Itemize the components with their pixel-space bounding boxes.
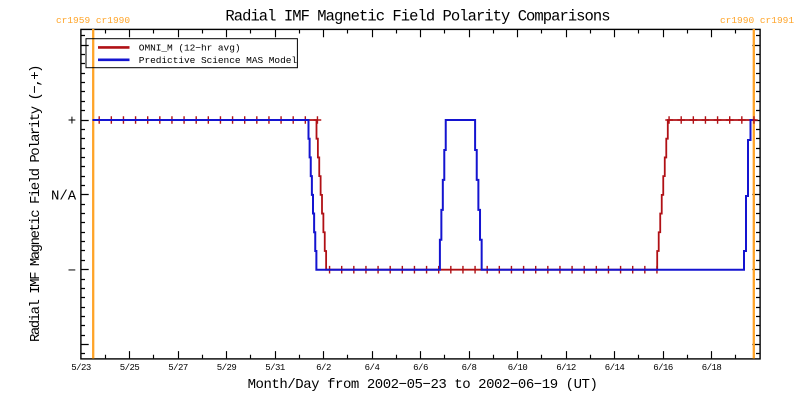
svg-text:+: +	[68, 114, 76, 130]
svg-text:6/16: 6/16	[653, 363, 673, 373]
svg-text:5/29: 5/29	[217, 363, 237, 373]
svg-text:6/14: 6/14	[605, 363, 625, 373]
svg-text:6/4: 6/4	[365, 363, 380, 373]
svg-text:−: −	[68, 263, 76, 279]
svg-text:OMNI_M (12−hr avg): OMNI_M (12−hr avg)	[139, 43, 241, 54]
svg-text:N/A: N/A	[51, 188, 77, 204]
svg-text:6/2: 6/2	[316, 363, 331, 373]
svg-text:Predictive Science MAS Model: Predictive Science MAS Model	[139, 55, 298, 66]
svg-text:5/27: 5/27	[168, 363, 188, 373]
svg-text:cr1959 cr1990: cr1959 cr1990	[56, 15, 130, 26]
svg-text:5/23: 5/23	[71, 363, 91, 373]
svg-text:6/12: 6/12	[556, 363, 576, 373]
svg-text:5/31: 5/31	[265, 363, 285, 373]
svg-text:6/18: 6/18	[702, 363, 722, 373]
svg-text:6/8: 6/8	[462, 363, 477, 373]
svg-text:Radial IMF Magnetic Field Pola: Radial IMF Magnetic Field Polarity Compa…	[225, 8, 610, 26]
svg-text:6/10: 6/10	[508, 363, 528, 373]
svg-text:5/25: 5/25	[120, 363, 140, 373]
svg-text:6/6: 6/6	[413, 363, 428, 373]
svg-text:cr1990 cr1991: cr1990 cr1991	[720, 15, 794, 26]
svg-text:Radial IMF Magnetic Field Pola: Radial IMF Magnetic Field Polarity (−,+)	[28, 66, 44, 342]
svg-text:Month/Day from 2002−05−23 to 2: Month/Day from 2002−05−23 to 2002−06−19 …	[248, 377, 598, 393]
